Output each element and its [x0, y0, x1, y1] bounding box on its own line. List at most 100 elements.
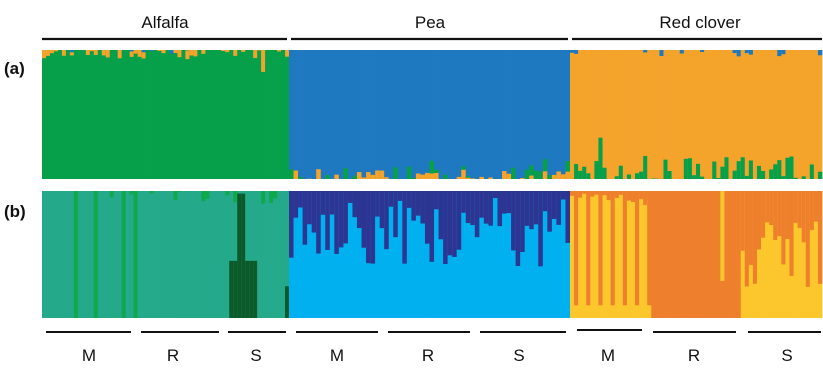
seg-b-dark-1-40	[470, 191, 475, 225]
seg-b-col-2-4	[586, 191, 590, 305]
seg-a-2-57	[802, 176, 806, 179]
seg-a-1-12	[343, 168, 348, 179]
bar-a-0-51	[245, 50, 249, 179]
bar-b-0-34	[177, 191, 181, 318]
bar-a-1-60	[561, 50, 566, 179]
group-label-pea-s: S	[513, 346, 524, 365]
seg-b-dark-0-53	[253, 261, 257, 318]
seg-a-1-61	[565, 161, 570, 172]
bar-a-0-12	[90, 50, 94, 179]
seg-b-dark-1-19	[375, 191, 380, 217]
seg-b-2-49	[769, 191, 773, 225]
seg-b-dark-1-48	[507, 191, 512, 213]
seg-a-2-27	[680, 50, 684, 53]
bar-a-1-43	[484, 50, 489, 179]
seg-b-2-18	[643, 191, 647, 205]
seg-b-2-52	[781, 191, 785, 264]
bar-b-2-24	[668, 191, 672, 318]
group-label-alfalfa-m: M	[82, 346, 96, 365]
group-label-red-clover-r: R	[688, 346, 700, 365]
seg-a-0-33	[173, 50, 177, 53]
bar-a-0-37	[189, 50, 193, 179]
panel-a-bars	[42, 50, 822, 179]
seg-a-2-46	[757, 166, 761, 179]
seg-a-0-45	[221, 50, 225, 51]
seg-b-2-11	[615, 191, 619, 198]
bar-b-2-20	[651, 191, 655, 318]
seg-b-top-0-41	[205, 191, 209, 199]
seg-b-col-2-10	[611, 191, 615, 305]
seg-a-2-41	[737, 50, 741, 56]
bar-b-0-55	[261, 191, 265, 318]
bar-a-1-16	[362, 50, 367, 179]
bar-b-0-14	[98, 191, 102, 318]
bar-a-1-52	[525, 50, 530, 179]
bar-a-0-38	[193, 50, 197, 179]
seg-a-0-19	[118, 50, 122, 58]
bar-b-0-40	[201, 191, 205, 318]
seg-a-2-7	[598, 138, 602, 179]
bar-a-0-20	[122, 50, 126, 179]
bar-b-0-11	[86, 191, 90, 318]
bar-a-0-59	[277, 50, 281, 179]
seg-a-1-42	[479, 177, 484, 179]
bar-b-2-29	[688, 191, 692, 318]
bar-b-0-45	[221, 191, 225, 318]
bar-a-0-54	[257, 50, 261, 179]
seg-b-col-2-19	[647, 191, 651, 305]
bar-a-1-26	[407, 50, 412, 179]
seg-b-dark-1-53	[529, 191, 534, 229]
seg-a-0-27	[150, 50, 154, 51]
seg-b-2-5	[590, 191, 594, 197]
seg-b-dark-1-1	[294, 191, 299, 218]
bar-b-0-54	[257, 191, 261, 318]
seg-a-2-52	[781, 50, 785, 54]
seg-a-2-47	[761, 171, 765, 179]
bar-a-1-45	[493, 50, 498, 179]
bar-a-0-7	[70, 50, 74, 179]
seg-b-dark-1-13	[348, 191, 353, 203]
seg-b-dark-1-34	[443, 191, 448, 264]
seg-a-0-37	[189, 50, 193, 55]
seg-a-2-53	[785, 158, 789, 179]
seg-b-top-0-34	[177, 191, 181, 192]
seg-b-col-2-13	[623, 191, 627, 305]
bar-a-1-32	[434, 50, 439, 179]
seg-b-dark-0-52	[249, 261, 253, 318]
bar-a-2-26	[676, 50, 680, 179]
bar-a-2-44	[749, 50, 753, 179]
bar-a-2-36	[716, 50, 720, 179]
bar-a-0-61	[285, 50, 289, 179]
bar-b-0-56	[265, 191, 269, 318]
bar-a-0-44	[217, 50, 221, 179]
bar-a-1-19	[375, 50, 380, 179]
seg-b-dark-1-41	[475, 191, 480, 237]
seg-a-0-34	[177, 50, 181, 57]
bar-a-2-19	[647, 50, 651, 179]
bar-b-0-60	[281, 191, 285, 318]
seg-b-dark-1-16	[362, 191, 367, 248]
bar-a-2-20	[651, 50, 655, 179]
bar-b-2-21	[655, 191, 659, 318]
bar-a-1-23	[393, 50, 398, 179]
seg-a-2-31	[696, 164, 700, 179]
bar-b-2-2	[578, 191, 582, 318]
bar-b-0-41	[205, 191, 209, 318]
seg-a-2-3	[582, 167, 586, 179]
bar-a-0-15	[102, 50, 106, 179]
bar-a-1-57	[547, 50, 552, 179]
seg-a-1-26	[407, 167, 412, 179]
seg-a-2-32	[700, 177, 704, 179]
seg-b-top-0-33	[173, 191, 177, 200]
bar-a-1-1	[294, 50, 299, 179]
seg-a-0-46	[225, 50, 229, 52]
bar-b-0-19	[118, 191, 122, 318]
seg-b-dark-1-24	[398, 191, 403, 201]
seg-a-1-10	[334, 175, 339, 179]
bar-a-1-11	[339, 50, 344, 179]
seg-b-2-6	[594, 191, 598, 195]
bar-a-2-57	[802, 50, 806, 179]
bar-b-1-2	[298, 191, 303, 318]
bar-b-0-3	[54, 191, 58, 318]
seg-b-col-0-8	[74, 191, 78, 318]
